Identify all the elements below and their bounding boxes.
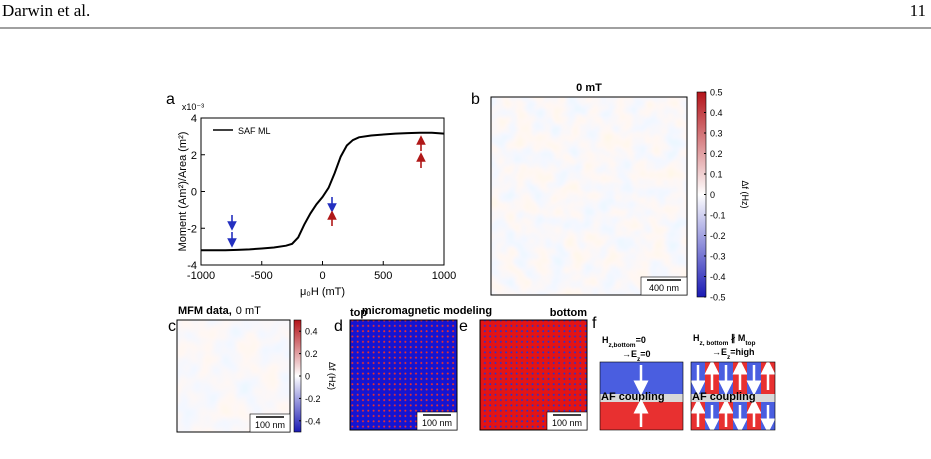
schematic-label: Hz,bottom=0 <box>602 335 646 349</box>
x-tick-label: -500 <box>251 270 273 282</box>
label-part: →E <box>622 349 637 359</box>
title-bold: MFM data, <box>178 305 232 317</box>
panel-label: a <box>166 91 175 108</box>
section-title: micromagnetic modeling <box>362 305 492 317</box>
colorbar-tick-label: -0.4 <box>710 272 726 282</box>
label-part: =0 <box>636 335 646 345</box>
coupling-label: AF coupling <box>692 391 756 403</box>
y-exponent: x10⁻³ <box>182 102 204 112</box>
subscript: z,bottom <box>609 342 636 349</box>
scale-bar-box <box>546 411 588 431</box>
panel-title: bottom <box>550 307 587 319</box>
y-tick-label: -2 <box>187 223 197 235</box>
y-tick-label: 0 <box>191 187 197 199</box>
colorbar-label: Δf (Hz) <box>327 362 337 390</box>
image-frame <box>176 319 291 433</box>
y-tick-label: 4 <box>191 113 197 125</box>
scale-bar-box <box>249 413 291 433</box>
data-line <box>201 131 445 252</box>
model-image <box>349 319 458 431</box>
colorbar-tick-label: 0.4 <box>305 327 318 337</box>
panel-title: MFM data, 0 mT <box>178 305 261 317</box>
y-tick-label: 2 <box>191 150 197 162</box>
colorbar-tick-label: -0.4 <box>305 416 321 426</box>
colorbar-tick-label: 0.5 <box>710 88 723 98</box>
y-tick-label: -4 <box>187 260 197 272</box>
legend-label: SAF ML <box>238 126 271 136</box>
mfm-image <box>491 97 687 295</box>
schematic-label: →Ez=high <box>712 347 755 361</box>
subscript: z, bottom <box>700 340 729 347</box>
plot-frame <box>200 117 445 266</box>
scale-bar-box <box>640 276 688 296</box>
colorbar-tick-label: -0.2 <box>710 231 726 241</box>
colorbar-tick-label: 0.3 <box>710 129 723 139</box>
label-part: H <box>693 333 700 343</box>
panel-label: e <box>459 318 468 335</box>
scale-bar-label: 100 nm <box>255 420 285 430</box>
panel-title: top <box>350 307 367 319</box>
subscript: top <box>745 340 755 347</box>
x-tick-label: -1000 <box>187 270 215 282</box>
scale-bar-label: 100 nm <box>552 418 582 428</box>
scale-bar-label: 100 nm <box>422 418 452 428</box>
spacer <box>600 394 683 402</box>
coupling-label: AF coupling <box>601 391 665 403</box>
image-frame <box>490 96 688 296</box>
colorbar-tick-label: 0 <box>305 372 310 382</box>
label-part: =high <box>730 347 754 357</box>
spacer <box>691 394 775 402</box>
panel-label: b <box>471 91 480 108</box>
panel-title: 0 mT <box>576 82 602 94</box>
panel-label: c <box>168 318 176 335</box>
mfm-image <box>177 320 290 432</box>
running-head: Darwin et al. <box>2 1 90 20</box>
colorbar-tick-label: 0.2 <box>305 349 318 359</box>
arrows <box>227 135 426 248</box>
colorbar-tick-label: 0 <box>710 190 715 200</box>
scale-bar-label: 400 nm <box>649 283 679 293</box>
page-number: 11 <box>910 1 926 20</box>
colorbar-tick-label: 0.2 <box>710 149 723 159</box>
panel-label: d <box>334 318 343 335</box>
label-part: →E <box>712 347 727 357</box>
colorbar-label: Δf (Hz) <box>740 180 750 208</box>
x-tick-label: 500 <box>374 270 392 282</box>
title-rest: 0 mT <box>236 305 261 317</box>
label-part: =0 <box>640 349 650 359</box>
x-tick-label: 0 <box>319 270 325 282</box>
label-part: ∦ M <box>728 333 745 344</box>
x-axis-label: μ₀H (mT) <box>300 286 345 298</box>
schematic-label: Hz, bottom ∦ Mtop <box>693 333 756 347</box>
panel-label: f <box>592 315 597 332</box>
y-axis-label: Moment (Am²)/Area (m²) <box>177 132 189 252</box>
colorbar-tick-label: -0.3 <box>710 252 726 262</box>
schematic-label: →Ez=0 <box>622 349 651 363</box>
schematic-frame <box>599 361 684 431</box>
scale-bar-box <box>416 411 458 431</box>
x-tick-label: 1000 <box>432 270 456 282</box>
colorbar-tick-label: -0.1 <box>710 211 726 221</box>
colorbar-tick-label: 0.1 <box>710 170 723 180</box>
colorbar-tick-label: 0.4 <box>710 108 723 118</box>
colorbar-tick-label: -0.2 <box>305 394 321 404</box>
schematic-frame <box>690 361 776 431</box>
subscript: z <box>727 354 731 361</box>
colorbar-tick-label: -0.5 <box>710 293 726 303</box>
label-part: H <box>602 335 609 345</box>
subscript: z <box>637 356 641 363</box>
model-image <box>479 319 588 431</box>
